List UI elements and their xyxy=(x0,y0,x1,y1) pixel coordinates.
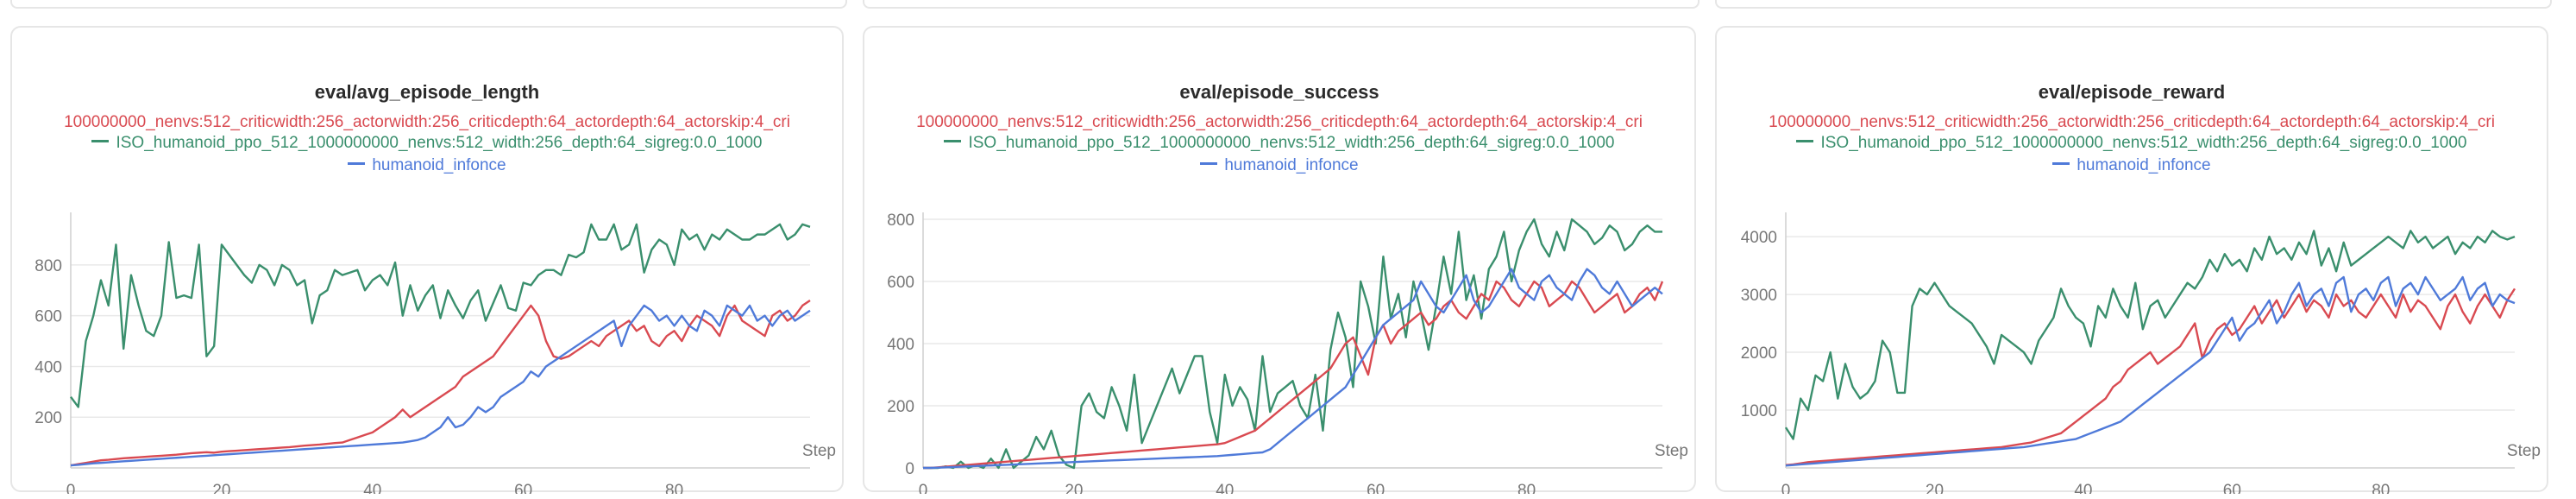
x-tick-label: 40 xyxy=(1216,482,1234,494)
series-line-2 xyxy=(70,304,811,467)
legend-label-blue: humanoid_infonce xyxy=(1224,156,1359,174)
x-tick-label: 60 xyxy=(2223,482,2241,494)
chart-panel-avg-episode-length[interactable]: eval/avg_episode_length 100000000_nenvs:… xyxy=(10,26,844,494)
legend-entry-red: 100000000_nenvs:512_criticwidth:256_acto… xyxy=(64,113,790,131)
y-tick-label: 400 xyxy=(35,358,62,376)
y-tick-label: 200 xyxy=(887,398,914,416)
x-tick-label: 40 xyxy=(363,482,381,494)
y-tick-label: 0 xyxy=(905,460,914,478)
series-line-0 xyxy=(1784,230,2516,440)
chart-title: eval/episode_reward xyxy=(2038,81,2226,103)
x-tick-label: 0 xyxy=(1781,482,1791,494)
series-line-1 xyxy=(1785,287,2516,466)
chart-panel-episode-success[interactable]: eval/episode_success 100000000_nenvs:512… xyxy=(863,26,1696,494)
legend-swatch-blue xyxy=(1200,162,1218,166)
x-tick-label: 80 xyxy=(665,482,683,494)
chart-title: eval/episode_success xyxy=(1179,81,1379,103)
legend-swatch-blue xyxy=(348,162,366,166)
legend-entry-blue: humanoid_infonce xyxy=(21,155,833,176)
legend-entry-blue: humanoid_infonce xyxy=(1725,155,2538,176)
legend-swatch-blue xyxy=(2052,162,2070,166)
panel-top-edge-2 xyxy=(863,0,1700,9)
y-tick-label: 600 xyxy=(887,274,914,292)
chart-title: eval/avg_episode_length xyxy=(314,81,540,103)
legend-label-green: ISO_humanoid_ppo_512_1000000000_nenvs:51… xyxy=(1820,134,2467,152)
x-axis-label: Step xyxy=(1655,442,1688,460)
y-tick-label: 800 xyxy=(35,257,62,275)
x-tick-label: 60 xyxy=(514,482,532,494)
series-line-0 xyxy=(923,218,1662,470)
x-axis-label: Step xyxy=(2507,442,2541,460)
plot-area: 200 400 600 800 0 20 40 60 80 Step xyxy=(35,212,836,494)
legend-entry-red: 100000000_nenvs:512_criticwidth:256_acto… xyxy=(1769,113,2495,131)
x-tick-label: 20 xyxy=(1926,482,1944,494)
y-tick-label: 2000 xyxy=(1741,344,1777,363)
x-tick-label: 20 xyxy=(1065,482,1083,494)
y-tick-label: 3000 xyxy=(1741,287,1777,305)
series-line-0 xyxy=(70,223,811,408)
panel-top-edge-3 xyxy=(1715,0,2552,9)
legend-entry-green: ISO_humanoid_ppo_512_1000000000_nenvs:51… xyxy=(1725,133,2538,154)
y-tick-label: 1000 xyxy=(1741,402,1777,420)
legend-entry-blue: humanoid_infonce xyxy=(873,155,1686,176)
y-tick-label: 4000 xyxy=(1741,229,1777,247)
y-tick-label: 600 xyxy=(35,308,62,326)
legend-entry-red: 100000000_nenvs:512_criticwidth:256_acto… xyxy=(916,113,1643,131)
legend-label-green: ISO_humanoid_ppo_512_1000000000_nenvs:51… xyxy=(116,134,763,152)
legend-swatch-green xyxy=(944,140,962,143)
series-line-2 xyxy=(1785,275,2516,467)
legend-entry-green: ISO_humanoid_ppo_512_1000000000_nenvs:51… xyxy=(873,133,1686,154)
x-tick-label: 80 xyxy=(1517,482,1536,494)
y-tick-label: 800 xyxy=(887,212,914,230)
legend-entry-green: ISO_humanoid_ppo_512_1000000000_nenvs:51… xyxy=(21,133,833,154)
legend-swatch-green xyxy=(1796,140,1814,143)
chart-panel-episode-reward[interactable]: eval/episode_reward 100000000_nenvs:512_… xyxy=(1715,26,2548,494)
x-axis-label: Step xyxy=(802,442,836,460)
legend-label-blue: humanoid_infonce xyxy=(2077,156,2211,174)
x-tick-label: 0 xyxy=(919,482,928,494)
plot-area: 0 200 400 600 800 0 20 40 60 80 Step xyxy=(887,212,1688,494)
legend-label-blue: humanoid_infonce xyxy=(372,156,506,174)
x-tick-label: 40 xyxy=(2074,482,2092,494)
panel-top-edge-1 xyxy=(10,0,847,9)
x-tick-label: 0 xyxy=(66,482,76,494)
legend-label-green: ISO_humanoid_ppo_512_1000000000_nenvs:51… xyxy=(968,134,1615,152)
plot-area: 1000 2000 3000 4000 0 20 40 60 80 Step xyxy=(1741,212,2541,494)
legend-swatch-green xyxy=(91,140,110,143)
y-tick-label: 400 xyxy=(887,336,914,354)
x-tick-label: 80 xyxy=(2372,482,2390,494)
series-line-2 xyxy=(923,268,1663,470)
x-tick-label: 20 xyxy=(212,482,230,494)
x-tick-label: 60 xyxy=(1367,482,1385,494)
series-line-1 xyxy=(70,300,811,467)
y-tick-label: 200 xyxy=(35,409,62,427)
